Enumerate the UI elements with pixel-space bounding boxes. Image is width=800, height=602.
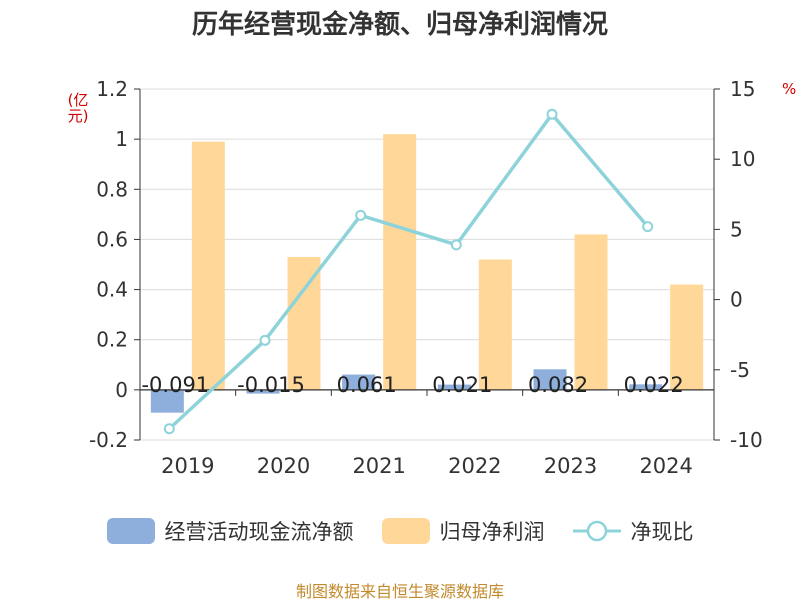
x-axis-tick-label: 2020 [257,454,310,478]
x-axis-tick-label: 2024 [639,454,692,478]
bar-profit [478,259,512,390]
point-ratio [546,108,558,120]
right-axis-tick-label: 15 [730,77,755,101]
source-footer: 制图数据来自恒生聚源数据库 [295,582,504,601]
bar-cashflow [533,369,567,390]
point-ratio [259,334,271,346]
legend-item-profit[interactable]: 归母净利润 [381,516,545,546]
legend: 经营活动现金流净额 归母净利润 净现比 [0,516,800,546]
legend-item-ratio[interactable]: 净现比 [572,516,694,546]
legend-label-cashflow: 经营活动现金流净额 [164,520,354,544]
left-axis-tick-label: 0.6 [96,227,128,251]
right-axis-tick-label: -5 [730,358,750,382]
bar-profit [191,141,225,390]
legend-label-profit: 归母净利润 [439,520,545,544]
x-axis-tick-label: 2022 [448,454,501,478]
left-axis-unit: (亿元) [67,91,89,125]
bar-cashflow [629,384,663,390]
legend-item-cashflow[interactable]: 经营活动现金流净额 [106,516,354,546]
left-axis-tick-label: 0.2 [96,328,128,352]
left-axis-tick-label: 0.4 [96,278,128,302]
bar-profit [287,256,321,390]
left-axis-tick-label: 1 [115,127,128,151]
data-label-cashflow: -0.091 [141,373,209,397]
legend-swatch-profit [381,518,430,544]
legend-swatch-cashflow [106,518,155,544]
left-axis-tick-label: 0.8 [96,177,128,201]
legend-label-ratio: 净现比 [630,520,694,544]
left-axis-tick-label: 1.2 [96,77,128,101]
left-axis-tick-label: -0.2 [89,428,128,452]
right-axis-tick-label: 0 [730,288,743,312]
data-label-cashflow: 0.021 [432,373,492,397]
line-ratio [168,112,649,431]
bar-cashflow [150,389,184,413]
left-axis-tick-label: 0 [115,378,128,402]
bar-cashflow [342,374,376,390]
x-axis-tick-label: 2023 [544,454,597,478]
right-axis-tick-label: 5 [730,217,743,241]
data-label-cashflow: 0.061 [337,373,397,397]
data-label-cashflow: 0.082 [528,373,588,397]
point-ratio [163,423,175,435]
bar-profit [383,134,417,390]
point-ratio [450,239,462,251]
data-label-cashflow: 0.022 [624,373,684,397]
legend-swatch-ratio [572,520,621,542]
bar-profit [670,284,704,390]
right-axis-tick-label: -10 [730,428,763,452]
point-ratio [355,209,367,221]
bar-profit [574,234,608,390]
bar-cashflow [437,384,471,390]
x-axis-tick-label: 2019 [161,454,214,478]
point-ratio [642,221,654,233]
bar-cashflow [246,389,280,394]
right-axis-unit: % [782,80,797,98]
chart-title: 历年经营现金净额、归母净利润情况 [191,10,608,40]
x-axis-tick-label: 2021 [352,454,405,478]
right-axis-tick-label: 10 [730,147,755,171]
data-label-cashflow: -0.015 [237,373,305,397]
